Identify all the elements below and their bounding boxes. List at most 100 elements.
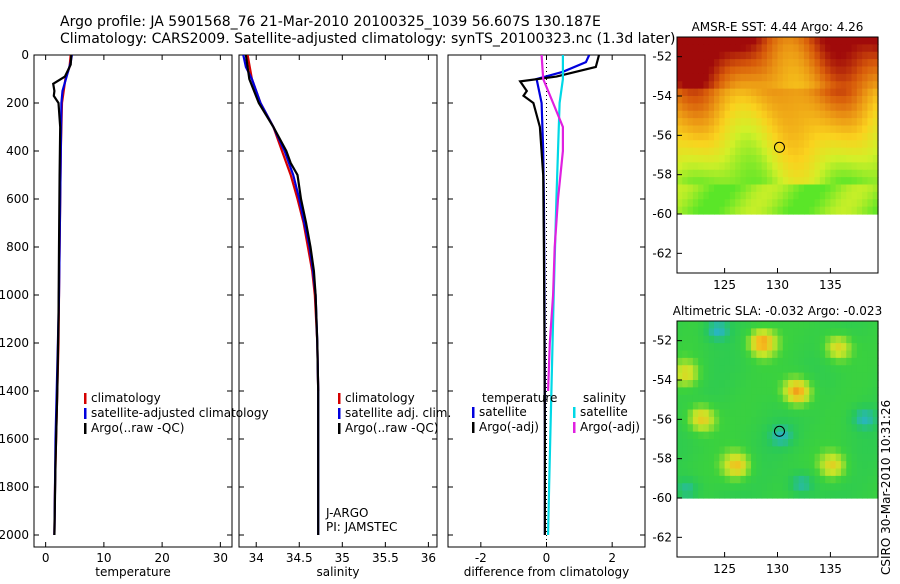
sla_map-cell	[740, 387, 747, 396]
sst_map-cell	[724, 110, 731, 119]
sla_map-cell	[856, 380, 863, 388]
sst_map-cell	[751, 37, 757, 45]
sla_map-cell	[846, 350, 853, 359]
sla_map-cell	[687, 357, 694, 366]
sla_map-cell	[714, 483, 720, 492]
sst_map-cell	[724, 59, 731, 68]
sla_map-cell	[825, 453, 831, 462]
sst_map-cell	[777, 191, 784, 200]
sla_map-cell	[782, 453, 789, 462]
sla_map-cell	[687, 490, 694, 499]
sst_map-cell	[687, 88, 694, 97]
sla_map-cell	[793, 461, 800, 470]
sla_map-cell	[788, 357, 794, 366]
sst_map-cell	[793, 103, 800, 112]
sla_map-cell	[819, 483, 826, 492]
sst_map-cell	[782, 191, 789, 200]
sla_map-cell	[719, 350, 726, 359]
sla_map-cell	[782, 439, 789, 447]
sst_map-cell	[777, 118, 784, 127]
sst_map-cell	[735, 132, 742, 141]
sst_map-cell	[851, 66, 858, 75]
sla_map-cell	[719, 490, 726, 499]
sst_map-cell	[719, 118, 726, 127]
sst_map-cell	[872, 191, 879, 200]
sst_map-cell	[777, 125, 784, 134]
sla_map-cell	[809, 431, 816, 440]
sla_map-cell	[772, 439, 779, 447]
sla_map-cell	[798, 424, 805, 433]
sst_map-cell	[708, 132, 715, 141]
sst_map-cell	[735, 51, 742, 60]
temperature-ytick-label: 0	[21, 48, 29, 62]
sla_map-cell	[698, 446, 705, 455]
sst_map-cell	[772, 37, 779, 45]
sla_map-cell	[825, 468, 831, 477]
sla_map-cell	[714, 321, 720, 329]
sla_map-cell	[766, 475, 773, 484]
sla_map-ytick-label: -62	[652, 530, 672, 544]
sla_map-cell	[729, 453, 736, 462]
salinity-xlabel: salinity	[316, 565, 359, 579]
sst_map-field	[677, 37, 879, 215]
sst_map-cell	[745, 110, 752, 119]
sla_map-cell	[692, 409, 699, 418]
sla_map-cell	[772, 490, 779, 499]
sst_map-cell	[851, 206, 858, 215]
sst_map-cell	[825, 155, 831, 163]
sla_map-cell	[819, 416, 826, 425]
sla_map-cell	[809, 402, 816, 411]
sla_map-cell	[761, 446, 768, 455]
sst_map-cell	[872, 59, 879, 68]
sla_map-cell	[803, 372, 810, 381]
sst_map-cell	[803, 155, 810, 163]
sst_map-cell	[724, 132, 731, 141]
sla_map-cell	[766, 350, 773, 359]
sla_map-cell	[724, 409, 731, 418]
sla_map-cell	[735, 321, 742, 329]
sst_map-cell	[766, 199, 773, 208]
sst_map-cell	[777, 44, 784, 53]
sst_map-cell	[814, 51, 821, 60]
sla_map-cell	[788, 431, 794, 440]
sla_map-cell	[872, 343, 879, 352]
sst_map-cell	[782, 59, 789, 68]
sla_map-cell	[846, 468, 853, 477]
sla_map-cell	[872, 475, 879, 484]
sst_map-cell	[740, 132, 747, 141]
sla_map-cell	[862, 461, 869, 470]
sst_map-cell	[840, 88, 847, 97]
sla_map-ytick-label: -58	[652, 452, 672, 466]
sla_map-cell	[793, 394, 800, 403]
sst_map-cell	[825, 88, 831, 97]
sst_map-cell	[867, 132, 874, 141]
sst_map-cell	[825, 73, 831, 82]
sla_map-cell	[682, 343, 689, 352]
sst_map-cell	[846, 73, 853, 82]
sla_map-cell	[714, 343, 720, 352]
sst_map-cell	[830, 66, 837, 75]
sst_map-cell	[840, 132, 847, 141]
sla_map-cell	[714, 461, 720, 470]
sst_map-cell	[809, 73, 816, 82]
sla_map-cell	[724, 461, 731, 470]
sst_map-cell	[793, 118, 800, 127]
sla_map-cell	[851, 380, 858, 388]
sst_map-cell	[819, 66, 826, 75]
sla_map-cell	[745, 328, 752, 337]
salinity-legend-1-swatch	[338, 408, 341, 419]
sst_map-cell	[692, 73, 699, 82]
sla_map-cell	[703, 387, 710, 396]
sla_map-cell	[751, 490, 757, 499]
sst_map-cell	[809, 147, 816, 156]
temperature-legend-1-label: satellite-adjusted climatology	[91, 406, 269, 420]
sst_map-cell	[772, 66, 779, 75]
sla_map-cell	[862, 409, 869, 418]
sla_map-cell	[814, 328, 821, 337]
sst_map-cell	[677, 88, 683, 97]
sst_map-cell	[745, 118, 752, 127]
sla_map-cell	[766, 394, 773, 403]
sst_map-cell	[851, 81, 858, 90]
